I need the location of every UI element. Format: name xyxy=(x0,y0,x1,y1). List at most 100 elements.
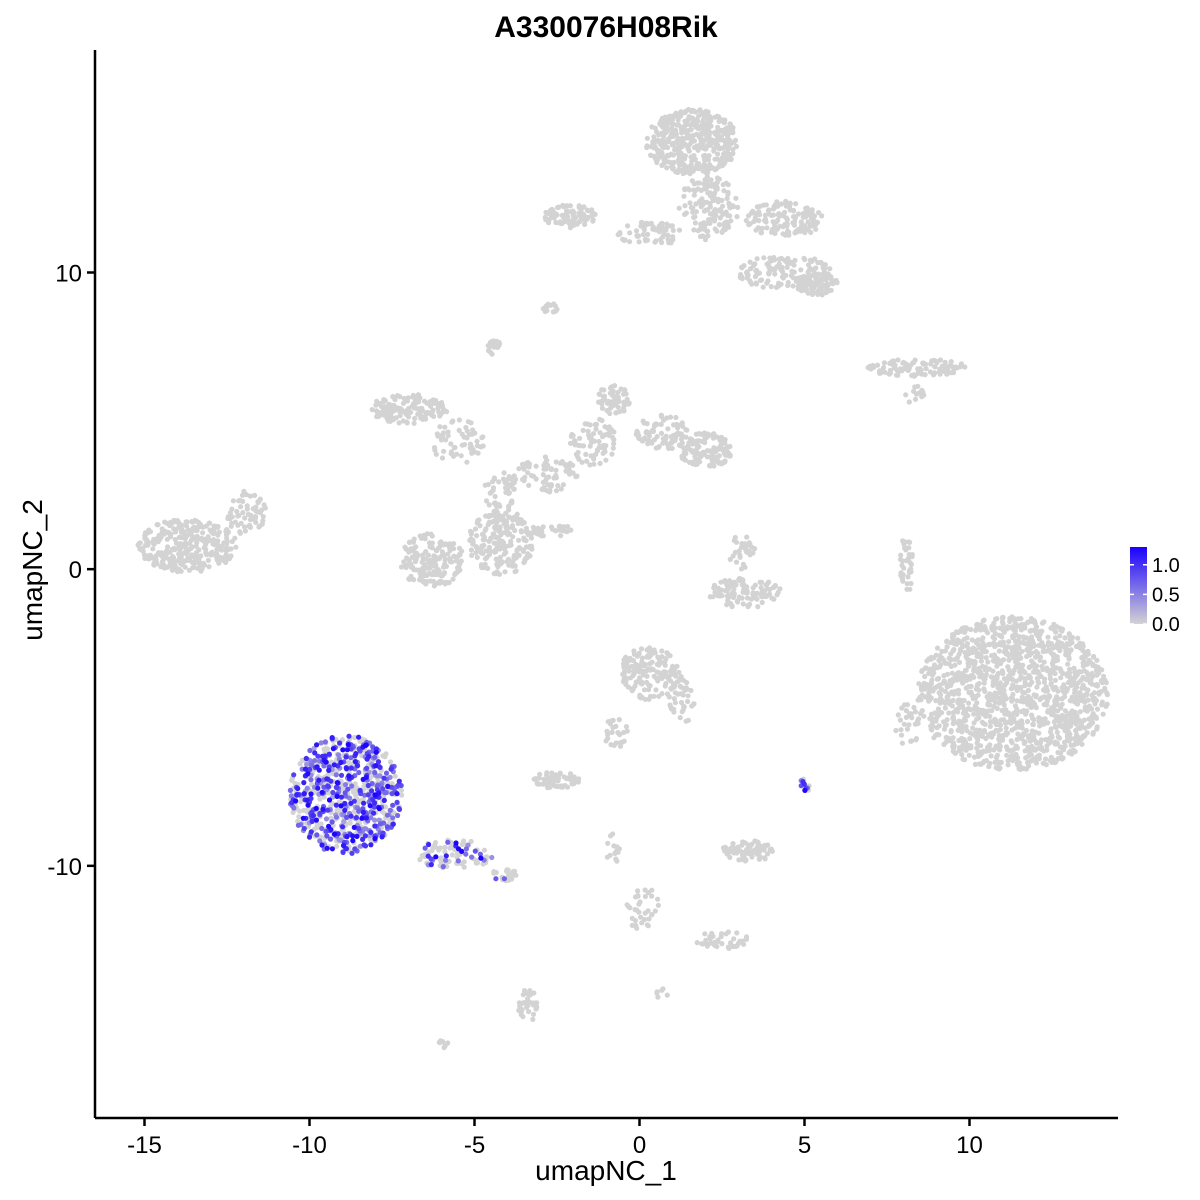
cell-point xyxy=(569,218,575,224)
cell-point xyxy=(427,578,433,584)
cell-point xyxy=(546,474,552,480)
cell-point xyxy=(733,143,740,150)
cell-point xyxy=(570,213,577,219)
cell-point xyxy=(758,230,764,236)
cell-point xyxy=(710,455,716,461)
cell-point xyxy=(776,256,782,262)
cell-point xyxy=(706,113,712,119)
cell-point xyxy=(1009,676,1016,683)
cell-point xyxy=(638,646,645,652)
cell-point xyxy=(699,450,705,457)
cell-point xyxy=(194,533,200,539)
cell-point xyxy=(522,559,528,565)
cell-point xyxy=(397,394,403,400)
cell-point xyxy=(1047,757,1053,764)
cell-point xyxy=(534,780,540,786)
cell-point xyxy=(637,694,643,700)
cell-point xyxy=(1010,633,1016,639)
cell-point xyxy=(1052,723,1058,730)
cell-point xyxy=(1026,735,1032,741)
cell-point xyxy=(992,643,998,650)
cell-point xyxy=(472,526,479,532)
cell-point xyxy=(704,173,710,180)
cell-point xyxy=(506,562,512,568)
cell-point xyxy=(150,555,156,561)
cell-point xyxy=(791,262,797,268)
cell-point xyxy=(176,534,182,541)
cell-point xyxy=(975,692,981,698)
cell-point xyxy=(1014,736,1020,743)
cell-point xyxy=(236,512,242,519)
cell-point xyxy=(993,765,999,771)
cell-point xyxy=(707,165,713,172)
cell-point xyxy=(1085,648,1091,655)
cell-point xyxy=(906,722,912,728)
cell-point xyxy=(1003,707,1009,713)
cell-point xyxy=(691,192,697,198)
cell-point xyxy=(1024,653,1030,660)
cell-point xyxy=(965,713,971,719)
cell-point xyxy=(483,498,490,504)
cell-point xyxy=(1078,722,1085,728)
cell-point xyxy=(229,538,235,545)
cell-point xyxy=(671,681,677,687)
cell-point xyxy=(560,482,567,488)
cell-point xyxy=(459,431,465,437)
cell-point xyxy=(576,203,582,209)
cell-point xyxy=(636,669,643,675)
cell-point xyxy=(1058,667,1064,673)
cell-point xyxy=(1010,685,1016,691)
cell-point xyxy=(597,460,603,466)
cell-point xyxy=(1065,661,1071,667)
cell-point xyxy=(1055,749,1061,756)
cell-point xyxy=(999,668,1005,674)
cell-point xyxy=(982,688,988,695)
cell-point xyxy=(373,408,379,414)
cell-point xyxy=(921,680,927,686)
cell-point xyxy=(649,887,655,893)
cell-point xyxy=(1018,616,1024,622)
cell-point xyxy=(998,658,1005,664)
cell-point xyxy=(959,640,965,647)
cell-point xyxy=(442,557,448,563)
cell-point xyxy=(725,191,731,197)
cell-point xyxy=(720,211,726,217)
cell-point xyxy=(791,222,798,228)
cell-point xyxy=(401,409,407,415)
cell-point xyxy=(1038,746,1044,752)
cell-point xyxy=(1029,643,1035,649)
cell-point xyxy=(639,681,645,687)
cell-point xyxy=(725,153,732,159)
cell-point xyxy=(702,439,708,446)
cell-point xyxy=(1018,623,1024,629)
cell-point xyxy=(189,552,195,558)
cell-point xyxy=(960,719,966,725)
cell-point xyxy=(511,486,517,492)
cell-point xyxy=(256,524,262,530)
cell-point xyxy=(789,268,795,274)
cell-point xyxy=(748,596,754,602)
cell-point xyxy=(1066,719,1072,725)
cell-point xyxy=(398,564,405,570)
cell-point xyxy=(617,743,624,749)
cell-point xyxy=(558,533,564,539)
cell-point xyxy=(654,421,660,427)
cell-point xyxy=(1058,754,1064,761)
cell-point xyxy=(768,284,774,290)
cell-point xyxy=(612,383,618,389)
cell-point xyxy=(691,181,698,187)
cell-point xyxy=(620,679,627,685)
cell-point xyxy=(1101,673,1107,679)
cell-point xyxy=(426,540,433,546)
cell-point xyxy=(987,742,993,748)
cell-point xyxy=(429,412,435,418)
cell-point xyxy=(972,729,979,735)
cell-point xyxy=(575,454,581,460)
cell-point xyxy=(963,676,969,682)
cell-point xyxy=(975,637,981,643)
cell-point xyxy=(976,665,983,671)
cell-point xyxy=(412,556,418,562)
cell-point xyxy=(144,555,150,561)
cell-point xyxy=(692,156,698,162)
cell-point xyxy=(243,492,249,498)
